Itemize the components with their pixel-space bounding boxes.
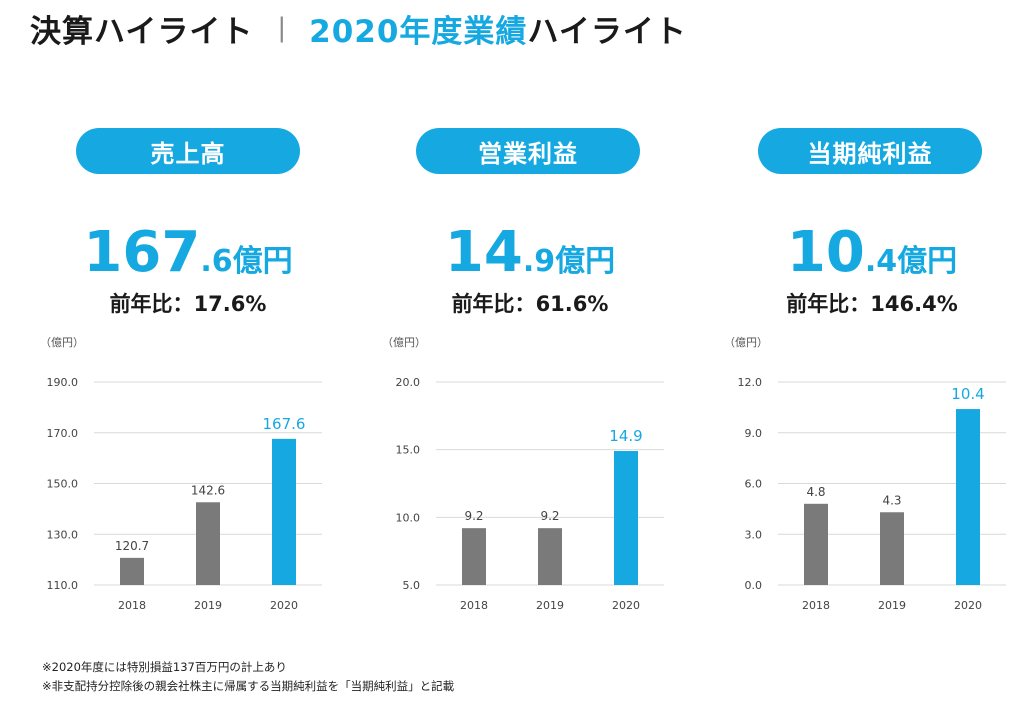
y-tick-label: 12.0 [738, 376, 763, 389]
y-tick-label: 6.0 [745, 478, 763, 491]
title-tail: ハイライト [527, 13, 687, 50]
footnote: ※2020年度には特別損益137百万円の計上あり [42, 660, 287, 674]
y-tick-label: 110.0 [47, 579, 79, 592]
page-title: 決算ハイライト | 2020年度業績 ハイライト [30, 6, 687, 50]
data-label: 167.6 [263, 415, 306, 433]
title-separator: | [277, 13, 288, 43]
y-tick-label: 150.0 [47, 478, 79, 491]
bar [196, 502, 220, 585]
bar [462, 528, 486, 585]
bar-chart: （億円） 0.0 3.0 6.0 9.0 12.0 4.8 2018 4.3 2019 10.4 20… [702, 330, 1022, 624]
data-label: 4.3 [882, 493, 901, 507]
headline-dec: .4 [864, 244, 898, 279]
yoy-line: 前年比：146.4% [702, 288, 1024, 318]
data-label: 142.6 [191, 483, 225, 497]
bar [614, 451, 638, 585]
y-tick-label: 10.0 [396, 511, 421, 524]
bar [880, 512, 904, 585]
headline-int: 14 [444, 220, 523, 285]
data-label: 9.2 [540, 509, 559, 523]
x-tick-label: 2020 [612, 599, 640, 612]
bar-chart: （億円） 5.0 10.0 15.0 20.0 9.2 2018 9.2 2019 14.9 202… [360, 330, 680, 624]
title-year: 2020年度業績 [309, 13, 528, 50]
chart-svg: （億円） 110.0 130.0 150.0 170.0 190.0 120.7 2018 14… [40, 336, 322, 612]
headline-unit: 億円 [555, 244, 616, 279]
bar [538, 528, 562, 585]
metric-pill: 営業利益 [416, 128, 640, 174]
headline-unit: 億円 [897, 244, 958, 279]
bar [804, 503, 828, 585]
unit-label: （億円） [40, 336, 84, 349]
x-tick-label: 2018 [802, 599, 830, 612]
yoy-value: 146.4% [870, 292, 958, 316]
panel-net-income: 当期純利益 10 .4 億円 前年比：146.4% （億円） 0.0 3.0 6.0 9… [702, 0, 1024, 640]
x-tick-label: 2019 [878, 599, 906, 612]
metric-pill: 当期純利益 [758, 128, 982, 174]
yoy-line: 前年比：61.6% [360, 288, 700, 318]
yoy-value: 17.6% [193, 292, 267, 316]
headline-dec: .6 [200, 244, 233, 279]
x-tick-label: 2018 [118, 599, 146, 612]
x-tick-label: 2018 [460, 599, 488, 612]
y-tick-label: 9.0 [745, 427, 763, 440]
footnotes: ※2020年度には特別損益137百万円の計上あり ※非支配持分控除後の親会社株主… [42, 658, 454, 696]
x-tick-label: 2020 [954, 599, 982, 612]
headline-int: 167 [83, 220, 201, 285]
yoy-label: 前年比： [451, 292, 536, 316]
unit-label: （億円） [382, 336, 426, 349]
data-label: 4.8 [806, 485, 825, 499]
data-label: 120.7 [115, 539, 149, 553]
headline-dec: .9 [522, 244, 556, 279]
yoy-label: 前年比： [786, 292, 871, 316]
chart-svg: （億円） 0.0 3.0 6.0 9.0 12.0 4.8 2018 4.3 2019 10.4 20… [724, 336, 1006, 612]
headline-unit: 億円 [232, 244, 293, 279]
bar [956, 409, 980, 585]
title-main: 決算ハイライト [30, 13, 254, 50]
bar [120, 557, 144, 585]
y-tick-label: 170.0 [47, 427, 79, 440]
metric-pill: 売上高 [76, 128, 300, 174]
data-label: 9.2 [464, 509, 483, 523]
x-tick-label: 2019 [536, 599, 564, 612]
headline-int: 10 [786, 220, 865, 285]
headline-value: 10 .4 億円 [702, 222, 1024, 284]
data-label: 14.9 [609, 427, 642, 445]
headline-value: 14 .9 億円 [360, 222, 700, 284]
chart-svg: （億円） 5.0 10.0 15.0 20.0 9.2 2018 9.2 2019 14.9 202… [382, 336, 664, 612]
y-tick-label: 0.0 [745, 579, 763, 592]
yoy-line: 前年比：17.6% [18, 288, 358, 318]
x-tick-label: 2019 [194, 599, 222, 612]
yoy-value: 61.6% [535, 292, 609, 316]
bar [272, 438, 296, 585]
panel-revenue: 売上高 167 .6 億円 前年比：17.6% （億円） 110.0 130.0 15… [18, 0, 358, 640]
y-tick-label: 15.0 [396, 444, 421, 457]
data-label: 10.4 [951, 385, 984, 403]
yoy-label: 前年比： [109, 292, 194, 316]
y-tick-label: 190.0 [47, 376, 79, 389]
x-tick-label: 2020 [270, 599, 298, 612]
y-tick-label: 20.0 [396, 376, 421, 389]
y-tick-label: 3.0 [745, 528, 763, 541]
y-tick-label: 5.0 [403, 579, 421, 592]
y-tick-label: 130.0 [47, 528, 79, 541]
bar-chart: （億円） 110.0 130.0 150.0 170.0 190.0 120.7 2018 14… [18, 330, 338, 624]
headline-value: 167 .6 億円 [18, 222, 358, 284]
panel-operating-profit: 営業利益 14 .9 億円 前年比：61.6% （億円） 5.0 10.0 15.0 2… [360, 0, 700, 640]
unit-label: （億円） [724, 336, 768, 349]
footnote: ※非支配持分控除後の親会社株主に帰属する当期純利益を「当期純利益」と記載 [42, 679, 455, 693]
